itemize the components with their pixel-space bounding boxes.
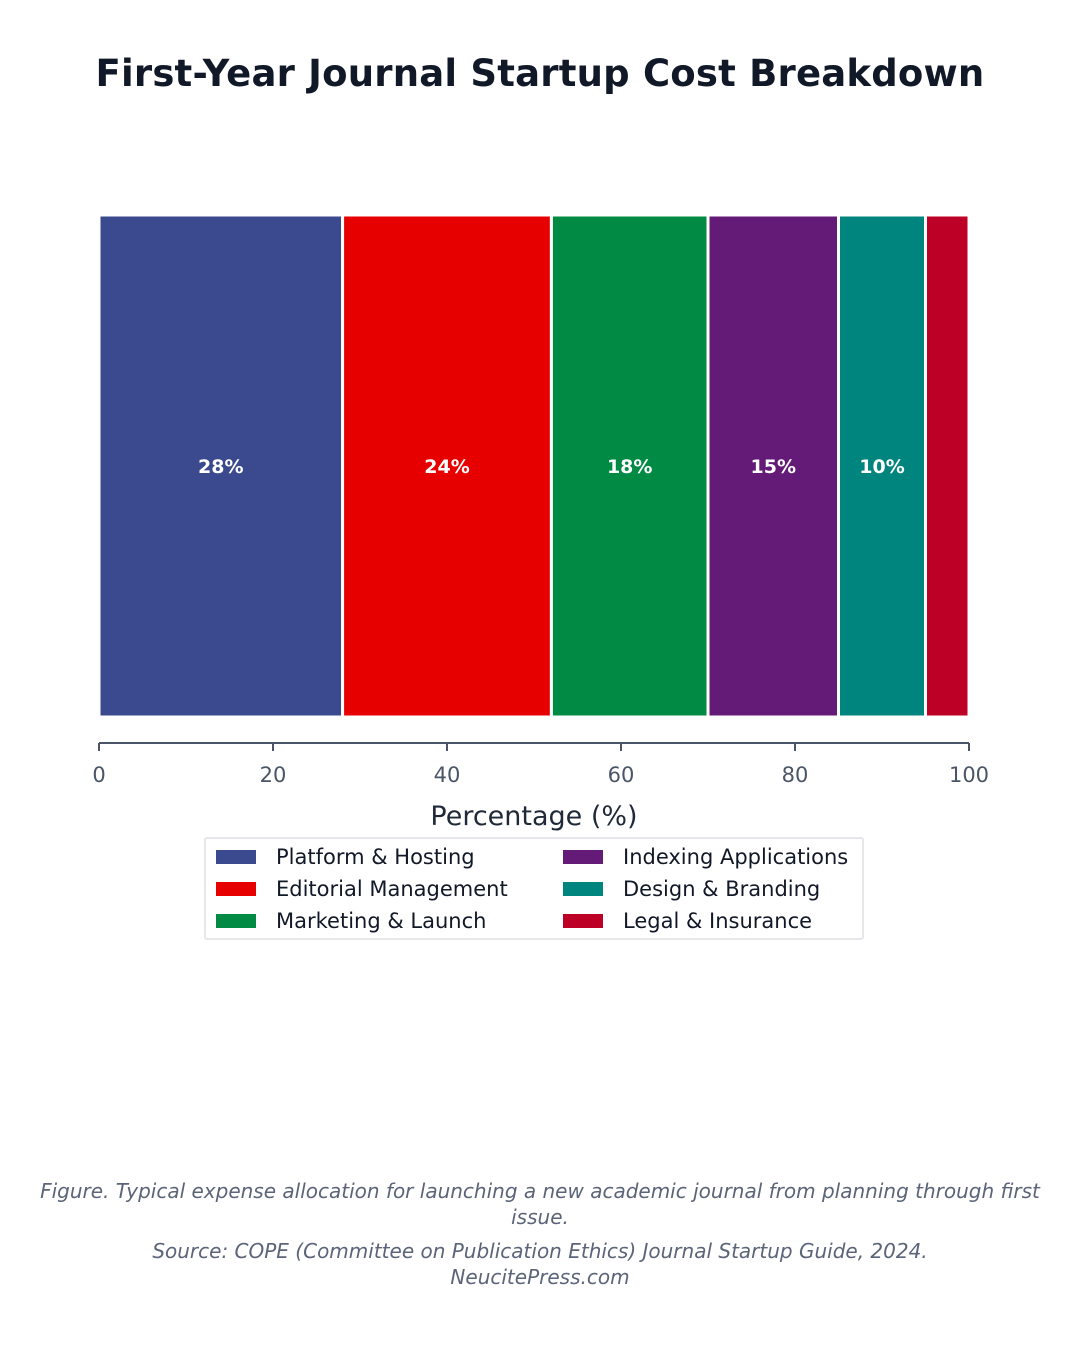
legend-item-design-branding: Design & Branding	[563, 874, 820, 904]
figure-caption: Figure. Typical expense allocation for l…	[40, 1179, 1040, 1229]
legend-item-legal-insurance: Legal & Insurance	[563, 906, 812, 936]
legend-label: Platform & Hosting	[276, 845, 475, 869]
legend-label: Design & Branding	[623, 877, 821, 901]
legend-item-platform-hosting: Platform & Hosting	[216, 842, 475, 872]
bar-segment	[549, 213, 710, 719]
legend-swatch	[563, 882, 603, 896]
x-tick-label: 20	[260, 763, 287, 787]
x-tick-label: 40	[434, 763, 461, 787]
x-tick-label: 0	[92, 763, 105, 787]
data-label: 10%	[859, 456, 904, 478]
x-tick-label: 60	[608, 763, 635, 787]
bar-segment	[706, 213, 840, 719]
x-axis-title: Percentage (%)	[430, 801, 637, 832]
legend-swatch	[216, 882, 256, 896]
data-label: 18%	[607, 456, 652, 478]
chart-title: First-Year Journal Startup Cost Breakdow…	[95, 52, 985, 95]
legend-item-marketing-launch: Marketing & Launch	[216, 906, 486, 936]
source-note: Source: COPE (Committee on Publication E…	[152, 1239, 928, 1263]
x-tick-label: 100	[949, 763, 989, 787]
legend-swatch	[563, 914, 603, 928]
legend-swatch	[563, 850, 603, 864]
chart-legend: Platform & Hosting Editorial Management …	[204, 837, 864, 940]
legend-label: Marketing & Launch	[276, 909, 487, 933]
data-label: 28%	[198, 456, 243, 478]
data-label: 15%	[751, 456, 796, 478]
x-tick-label: 80	[782, 763, 809, 787]
data-label: 24%	[424, 456, 469, 478]
bar-segment	[341, 213, 553, 719]
bar-segment	[924, 213, 971, 719]
bar-segment	[97, 213, 345, 719]
legend-swatch	[216, 914, 256, 928]
legend-label: Editorial Management	[276, 877, 508, 901]
stacked-bar-chart: 28% 24% 18% 15% 10% 0 20 40 60 80 100 Percentage (%…	[92, 213, 989, 832]
publisher-credit: NeucitePress.com	[450, 1265, 630, 1289]
legend-item-editorial-management: Editorial Management	[216, 874, 508, 904]
legend-item-indexing-applications: Indexing Applications	[563, 842, 848, 872]
legend-label: Indexing Applications	[623, 845, 849, 869]
bar-segment	[837, 213, 927, 719]
legend-label: Legal & Insurance	[623, 909, 813, 933]
legend-swatch	[216, 850, 256, 864]
